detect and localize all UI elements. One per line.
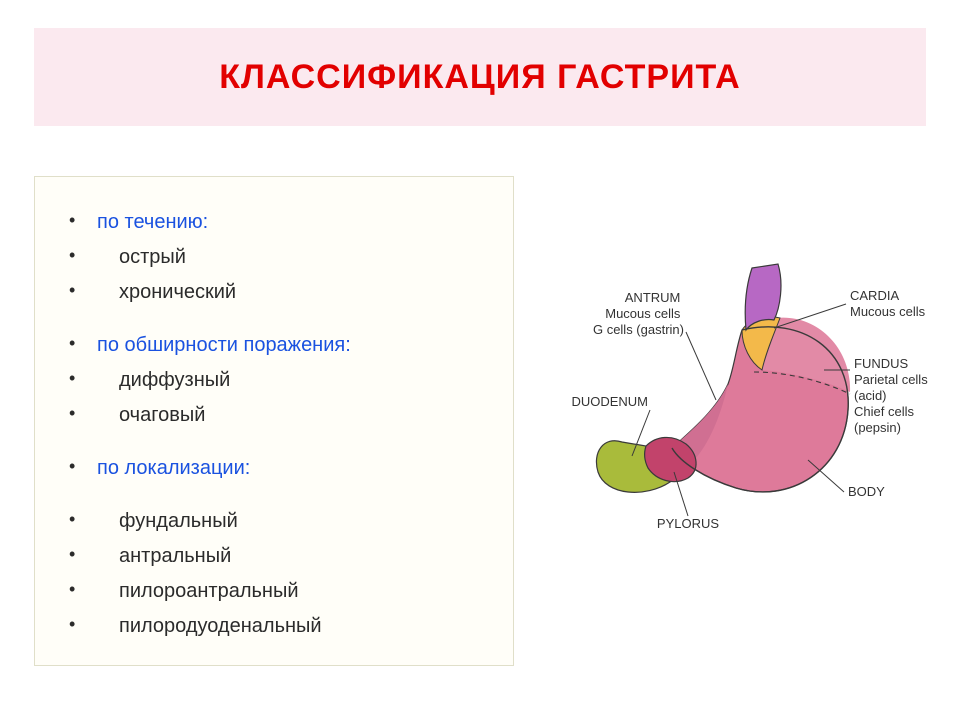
category-heading: по локализации:: [97, 451, 485, 486]
label-fundus: FUNDUS Parietal cells (acid) Chief cells…: [854, 356, 931, 435]
classification-list: по течению: острый хронический по обширн…: [97, 205, 485, 644]
label-cardia-title: CARDIA: [850, 288, 899, 303]
list-item-text: пилородуоденальный: [97, 611, 322, 642]
list-item-text: диффузный: [97, 365, 230, 396]
page-title: КЛАССИФИКАЦИЯ ГАСТРИТА: [219, 58, 740, 97]
list-item-text: фундальный: [97, 506, 238, 537]
category-heading: по обширности поражения:: [97, 328, 485, 363]
list-item: хронический: [97, 275, 485, 310]
category-heading-text: по локализации:: [97, 457, 250, 479]
label-antrum-line: G cells (gastrin): [593, 322, 684, 337]
list-item: антральный: [97, 539, 485, 574]
label-antrum-title: ANTRUM: [625, 290, 681, 305]
stomach-diagram: ANTRUM Mucous cells G cells (gastrin) CA…: [552, 260, 932, 580]
label-fundus-line: Parietal cells: [854, 372, 928, 387]
category-heading-text: по течению:: [97, 211, 208, 233]
list-item-text: очаговый: [97, 400, 205, 431]
list-item: фундальный: [97, 504, 485, 539]
category-heading: по течению:: [97, 205, 485, 240]
label-fundus-title: FUNDUS: [854, 356, 908, 371]
label-antrum-line: Mucous cells: [605, 306, 681, 321]
label-cardia-line: Mucous cells: [850, 304, 926, 319]
label-pylorus: PYLORUS: [657, 516, 719, 531]
list-item: пилородуоденальный: [97, 609, 485, 644]
label-antrum: ANTRUM Mucous cells G cells (gastrin): [593, 290, 684, 337]
leader-antrum: [686, 332, 716, 400]
list-item-text: острый: [97, 242, 186, 273]
classification-panel: по течению: острый хронический по обширн…: [34, 176, 514, 666]
list-item-text: хронический: [97, 277, 236, 308]
list-item: пилороантральный: [97, 574, 485, 609]
list-item: острый: [97, 240, 485, 275]
category-heading-text: по обширности поражения:: [97, 334, 351, 356]
list-item: диффузный: [97, 363, 485, 398]
label-body-title: BODY: [848, 484, 885, 499]
label-pylorus-title: PYLORUS: [657, 516, 719, 531]
label-fundus-line: (pepsin): [854, 420, 901, 435]
list-item-text: антральный: [97, 541, 231, 572]
label-fundus-line: Chief cells: [854, 404, 914, 419]
label-duodenum: DUODENUM: [571, 394, 648, 409]
stomach-svg: ANTRUM Mucous cells G cells (gastrin) CA…: [552, 260, 932, 580]
label-body: BODY: [848, 484, 885, 499]
list-item: очаговый: [97, 398, 485, 433]
label-duodenum-title: DUODENUM: [571, 394, 648, 409]
list-item-text: пилороантральный: [97, 576, 299, 607]
title-band: КЛАССИФИКАЦИЯ ГАСТРИТА: [34, 28, 926, 126]
label-cardia: CARDIA Mucous cells: [850, 288, 926, 319]
label-fundus-line: (acid): [854, 388, 887, 403]
